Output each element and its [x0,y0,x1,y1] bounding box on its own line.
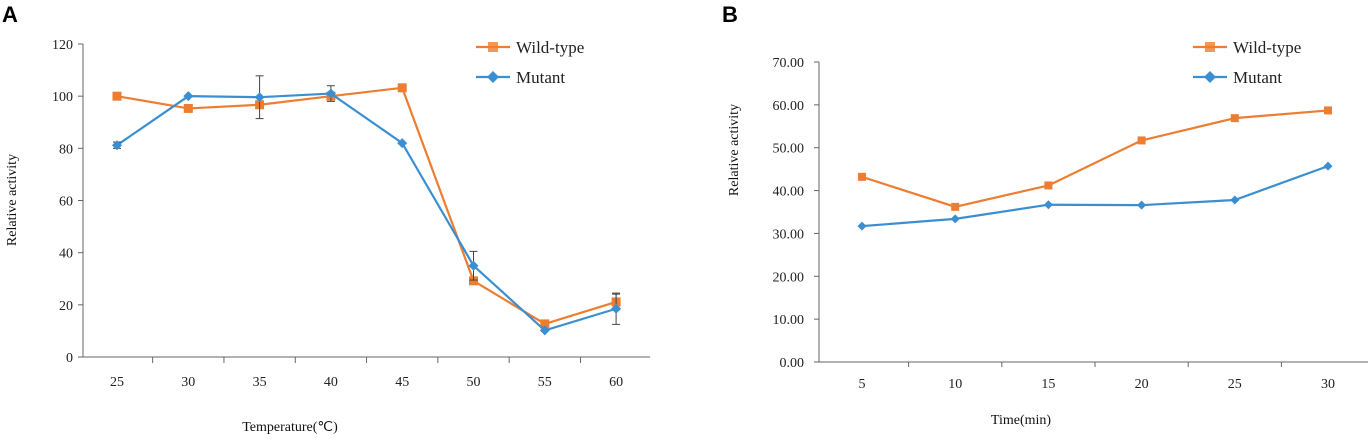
data-point-wild-type [1324,106,1332,115]
data-point-wild-type [112,91,122,101]
y-tick-label: 60.00 [773,99,805,114]
x-tick-label: 25 [1228,377,1242,392]
data-point-mutant [183,91,194,102]
data-point-mutant [857,221,867,231]
legend-marker-diamond [487,71,499,83]
x-tick-label: 30 [1321,377,1335,392]
y-tick-label: 60 [59,195,73,210]
y-tick-label: 10.00 [773,313,805,328]
legend-label: Mutant [516,68,565,87]
y-tick-label: 120 [52,38,73,53]
data-point-wild-type [1044,181,1053,190]
data-point-mutant [254,92,265,103]
series-line-wild-type [116,86,617,326]
data-point-wild-type [540,319,550,329]
y-tick-label: 40 [59,247,73,262]
data-point-wild-type [951,202,960,211]
y-tick-label: 30.00 [773,227,805,242]
data-point-mutant [1230,195,1240,205]
x-tick-label: 55 [538,375,552,390]
series-line-mutant [861,165,1329,228]
series-line-wild-type [861,109,1329,208]
data-point-mutant [1137,200,1147,210]
legend-label: Mutant [1233,68,1282,87]
x-axis-title-b: Time(min) [991,413,1051,428]
legend-marker-square [1205,42,1215,52]
x-tick-label: 15 [1041,377,1055,392]
data-point-mutant [539,325,550,336]
x-tick-label: 40 [324,375,338,390]
data-point-mutant [468,260,479,271]
y-tick-label: 20.00 [773,270,805,285]
data-point-wild-type [1230,114,1239,123]
x-tick-label: 35 [253,375,267,390]
data-point-wild-type [858,172,866,181]
legend-marker-diamond [1204,71,1216,83]
y-tick-label: 50.00 [773,142,805,157]
data-point-mutant [397,138,408,149]
legend-marker-square [488,42,498,52]
y-tick-label: 0.00 [780,356,805,371]
y-tick-label: 100 [52,90,73,105]
y-tick-label: 70.00 [773,56,805,71]
panel-label-a: A [2,2,18,27]
data-point-wild-type [1137,136,1146,145]
data-point-mutant [1043,200,1053,210]
y-tick-label: 0 [66,351,73,366]
data-point-wild-type [183,103,193,113]
data-point-mutant [1323,161,1333,171]
data-point-mutant [112,140,122,151]
x-tick-label: 45 [395,375,409,390]
chart-panel-b: B Relative activity Time(min) 0.00 10.00 2… [722,2,1368,428]
x-tick-label: 5 [859,377,866,392]
y-tick-label: 20 [59,299,73,314]
panel-label-b: B [722,2,738,27]
x-axis-title-a: Temperature(℃) [242,420,338,435]
data-point-wild-type [469,276,478,286]
chart-panel-a: A Relative activity Temperature(℃) 0 20 40… [2,2,650,435]
x-tick-label: 30 [181,375,195,390]
legend-label: Wild-type [1233,38,1301,57]
y-tick-label: 80 [59,142,73,157]
data-point-mutant [325,88,336,99]
y-tick-label: 40.00 [773,185,805,200]
y-axis-title-a: Relative activity [5,154,20,246]
x-tick-label: 60 [609,375,623,390]
y-axis-title-b: Relative activity [727,104,742,196]
x-tick-label: 25 [110,375,124,390]
x-tick-label: 10 [948,377,962,392]
series-line-mutant [116,92,617,332]
data-point-mutant [950,214,960,224]
x-tick-label: 50 [467,375,481,390]
x-tick-label: 20 [1135,377,1149,392]
legend-label: Wild-type [516,38,584,57]
data-point-mutant [611,303,622,314]
data-point-wild-type [397,83,407,93]
